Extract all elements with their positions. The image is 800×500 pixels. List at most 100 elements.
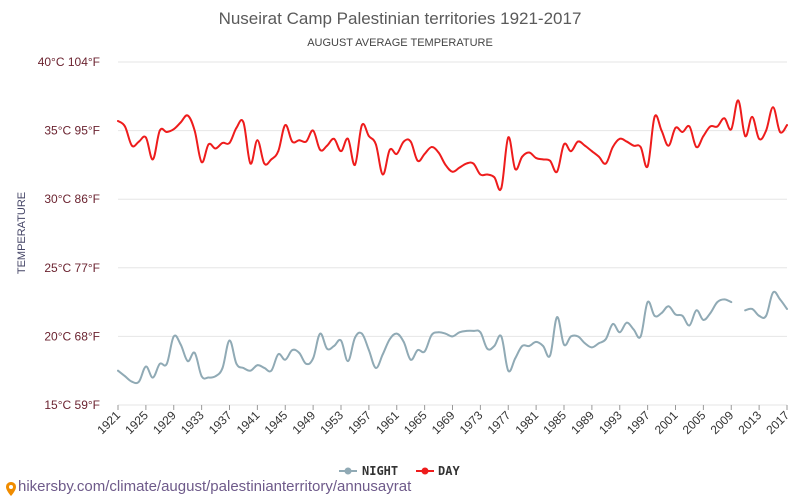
data-point-day xyxy=(542,158,544,161)
series-line-night xyxy=(744,290,788,319)
data-point-night xyxy=(249,369,252,372)
data-point-day xyxy=(632,144,635,147)
data-point-night xyxy=(312,357,315,360)
x-tick-label: 1989 xyxy=(568,408,597,437)
data-point-day xyxy=(674,126,677,129)
x-tick-label: 1933 xyxy=(178,408,207,437)
data-point-night xyxy=(409,358,412,361)
x-tick-label: 2013 xyxy=(735,408,764,437)
data-point-day xyxy=(751,115,754,118)
data-point-day xyxy=(354,164,356,166)
data-point-night xyxy=(131,380,133,383)
series-day xyxy=(117,99,788,191)
data-point-night xyxy=(179,343,182,346)
data-point-night xyxy=(465,330,468,332)
data-point-night xyxy=(207,376,210,379)
data-point-day xyxy=(193,129,196,132)
data-point-day xyxy=(590,150,593,153)
x-tick-label: 2001 xyxy=(652,408,681,437)
y-tick-label: 25°C 77°F xyxy=(44,261,100,275)
data-point-night xyxy=(604,338,607,341)
data-point-night xyxy=(528,345,531,347)
data-point-day xyxy=(270,158,273,161)
data-point-night xyxy=(437,331,440,334)
data-point-day xyxy=(367,135,370,137)
data-point-day xyxy=(200,161,203,164)
data-point-night xyxy=(577,335,579,338)
data-point-day xyxy=(577,140,579,143)
data-point-night xyxy=(535,340,538,343)
data-point-day xyxy=(402,140,405,143)
chart-subtitle: AUGUST AVERAGE TEMPERATURE xyxy=(307,37,493,49)
y-tick-label: 40°C 104°F xyxy=(38,55,100,69)
data-point-day xyxy=(716,125,719,128)
data-point-day xyxy=(277,150,280,153)
data-point-day xyxy=(172,128,175,131)
data-point-night xyxy=(193,351,196,354)
data-point-night xyxy=(326,347,328,350)
data-point-night xyxy=(632,328,635,331)
data-point-day xyxy=(737,99,740,102)
data-point-night xyxy=(388,338,391,341)
data-point-night xyxy=(347,360,349,362)
data-point-day xyxy=(744,135,747,137)
data-point-day xyxy=(786,124,788,127)
data-point-night xyxy=(277,353,280,356)
data-point-night xyxy=(584,342,586,345)
data-point-night xyxy=(361,332,363,335)
data-point-night xyxy=(291,349,294,352)
legend-night-marker xyxy=(344,467,352,475)
data-point-night xyxy=(263,367,266,369)
data-point-day xyxy=(131,144,133,147)
data-point-night xyxy=(284,358,287,361)
data-point-night xyxy=(458,331,461,334)
data-point-day xyxy=(779,131,781,133)
data-point-night xyxy=(653,314,656,317)
data-point-day xyxy=(228,142,231,144)
data-point-night xyxy=(758,314,761,317)
x-axis-ticks: 1921 1925 1929 1933 1937 1941 1945 1949 1953 1957… xyxy=(94,405,792,437)
data-point-night xyxy=(730,301,733,303)
data-point-night xyxy=(646,301,649,303)
data-point-day xyxy=(765,129,767,132)
data-point-day xyxy=(124,125,126,128)
x-tick-label: 1969 xyxy=(429,408,458,437)
data-point-day xyxy=(340,150,342,153)
data-point-night xyxy=(563,343,565,346)
data-point-day xyxy=(158,129,161,132)
data-point-day xyxy=(528,151,531,154)
data-point-day xyxy=(451,170,454,173)
data-point-day xyxy=(709,125,712,128)
legend-item-night[interactable]: NIGHT xyxy=(339,464,398,478)
data-point-night xyxy=(618,331,621,334)
x-tick-label: 1957 xyxy=(345,408,374,437)
data-point-day xyxy=(437,151,440,154)
data-point-night xyxy=(590,346,593,349)
data-point-night xyxy=(423,350,426,353)
data-point-day xyxy=(423,153,426,155)
data-point-night xyxy=(319,332,321,335)
y-axis-ticks: 40°C 104°F 35°C 95°F 30°C 86°F 25°C 77°F 20°… xyxy=(38,55,100,412)
data-point-day xyxy=(361,124,363,127)
legend-item-day[interactable]: DAY xyxy=(416,464,460,478)
data-point-night xyxy=(367,349,370,352)
data-point-night xyxy=(765,314,767,317)
footer-url-text[interactable]: hikersby.com/climate/august/palestiniant… xyxy=(18,478,412,495)
data-point-day xyxy=(416,159,419,162)
data-point-night xyxy=(723,298,726,301)
data-point-night xyxy=(695,309,698,312)
series-line-night xyxy=(117,298,733,385)
data-point-night xyxy=(256,364,259,367)
footer-url[interactable]: hikersby.com/climate/august/palestiniant… xyxy=(4,478,411,495)
data-point-night xyxy=(744,309,747,312)
x-tick-label: 1965 xyxy=(401,408,430,437)
data-point-day xyxy=(235,126,238,129)
legend[interactable]: NIGHT DAY xyxy=(339,464,460,478)
data-point-night xyxy=(270,369,273,372)
data-point-day xyxy=(381,173,384,176)
data-point-night xyxy=(138,380,140,383)
x-tick-label: 1993 xyxy=(596,408,625,437)
data-point-day xyxy=(667,144,670,147)
data-point-night xyxy=(340,339,342,342)
